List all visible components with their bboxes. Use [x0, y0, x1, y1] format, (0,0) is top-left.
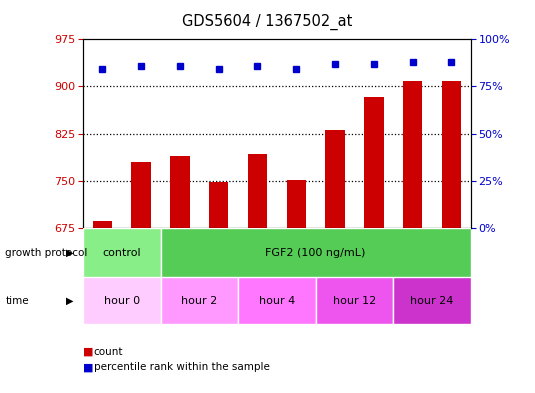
Text: hour 2: hour 2: [181, 296, 217, 306]
Text: GSM1224531: GSM1224531: [136, 230, 146, 290]
Bar: [83, 228, 160, 277]
Bar: [209, 182, 228, 228]
Text: GDS5604 / 1367502_at: GDS5604 / 1367502_at: [182, 14, 353, 30]
Bar: [238, 277, 316, 324]
Text: hour 12: hour 12: [333, 296, 376, 306]
Text: ▶: ▶: [66, 296, 73, 306]
Text: percentile rank within the sample: percentile rank within the sample: [94, 362, 270, 373]
Text: GSM1224539: GSM1224539: [447, 230, 456, 290]
Bar: [316, 277, 393, 324]
Bar: [364, 97, 384, 228]
Bar: [160, 277, 238, 324]
Text: time: time: [5, 296, 29, 306]
Text: GSM1224537: GSM1224537: [369, 230, 378, 290]
Bar: [325, 130, 345, 228]
Text: FGF2 (100 ng/mL): FGF2 (100 ng/mL): [265, 248, 366, 257]
Text: count: count: [94, 347, 123, 357]
Text: hour 24: hour 24: [410, 296, 454, 306]
Bar: [160, 228, 471, 277]
Text: GSM1224538: GSM1224538: [408, 230, 417, 290]
Text: hour 4: hour 4: [259, 296, 295, 306]
Text: GSM1224536: GSM1224536: [331, 230, 340, 290]
Text: growth protocol: growth protocol: [5, 248, 88, 257]
Bar: [83, 277, 160, 324]
Text: control: control: [102, 248, 141, 257]
Text: ■: ■: [83, 347, 94, 357]
Text: GSM1224532: GSM1224532: [175, 230, 185, 290]
Bar: [287, 180, 306, 228]
Text: GSM1224534: GSM1224534: [253, 230, 262, 290]
Text: GSM1224533: GSM1224533: [214, 230, 223, 290]
Text: GSM1224530: GSM1224530: [98, 230, 107, 290]
Bar: [442, 81, 461, 228]
Bar: [403, 81, 422, 228]
Bar: [393, 277, 471, 324]
Text: ▶: ▶: [66, 248, 73, 257]
Bar: [248, 154, 267, 228]
Bar: [170, 156, 189, 228]
Bar: [132, 162, 151, 228]
Text: GSM1224535: GSM1224535: [292, 230, 301, 290]
Bar: [93, 221, 112, 228]
Text: ■: ■: [83, 362, 94, 373]
Text: hour 0: hour 0: [104, 296, 140, 306]
